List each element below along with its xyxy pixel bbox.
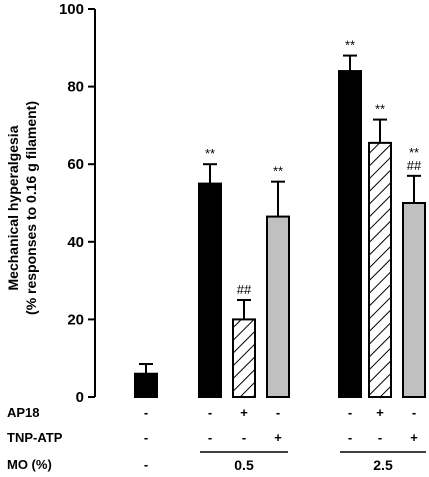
y-tick-label: 20 bbox=[67, 311, 84, 328]
y-tick-label: 40 bbox=[67, 234, 84, 251]
bars: **##********## bbox=[134, 38, 426, 399]
table-cell: - bbox=[412, 405, 416, 420]
group-label: 2.5 bbox=[373, 457, 393, 473]
table-row-label: MO (%) bbox=[7, 457, 52, 472]
table-cell: - bbox=[144, 405, 148, 420]
table-cell: - bbox=[144, 457, 148, 472]
bar bbox=[368, 141, 392, 398]
table-cell: + bbox=[274, 430, 282, 445]
table-row-label: TNP-ATP bbox=[7, 430, 63, 445]
bar bbox=[134, 372, 158, 399]
table-cell: - bbox=[276, 405, 280, 420]
table-cell: - bbox=[144, 430, 148, 445]
table-cell: + bbox=[240, 405, 248, 420]
table-cell: - bbox=[208, 405, 212, 420]
significance-marker: ** bbox=[375, 102, 385, 117]
table-row-label: AP18 bbox=[7, 405, 40, 420]
table-cell: + bbox=[376, 405, 384, 420]
y-axis-label-line2: (% responses to 0.16 g filament) bbox=[23, 101, 39, 315]
table-cell: - bbox=[348, 405, 352, 420]
group-label: 0.5 bbox=[234, 457, 254, 473]
bar bbox=[402, 202, 426, 398]
significance-marker: ** bbox=[273, 164, 283, 179]
bar bbox=[198, 182, 222, 398]
table-cell: - bbox=[242, 430, 246, 445]
table-cell: + bbox=[410, 430, 418, 445]
y-tick-label: 100 bbox=[59, 1, 84, 18]
y-tick-label: 60 bbox=[67, 156, 84, 173]
significance-marker: ** bbox=[345, 38, 355, 53]
condition-table: AP18 - - + - - + - TNP-ATP - - - + - - + MO (%) - 0.5 2.5 bbox=[7, 405, 426, 473]
bar bbox=[232, 318, 256, 398]
y-axis-ticks: 0 20 40 60 80 100 bbox=[59, 1, 95, 406]
table-cell: - bbox=[378, 430, 382, 445]
significance-marker: ## bbox=[237, 282, 252, 297]
significance-marker: ** bbox=[409, 145, 419, 160]
significance-marker: ## bbox=[407, 158, 422, 173]
table-cell: - bbox=[348, 430, 352, 445]
y-axis-label-line1: Mechanical hyperalgesia bbox=[5, 125, 21, 290]
significance-marker: ** bbox=[205, 146, 215, 161]
bar bbox=[266, 215, 290, 398]
bar bbox=[338, 70, 362, 399]
table-cell: - bbox=[208, 430, 212, 445]
y-tick-label: 0 bbox=[76, 389, 84, 406]
y-tick-label: 80 bbox=[67, 79, 84, 96]
